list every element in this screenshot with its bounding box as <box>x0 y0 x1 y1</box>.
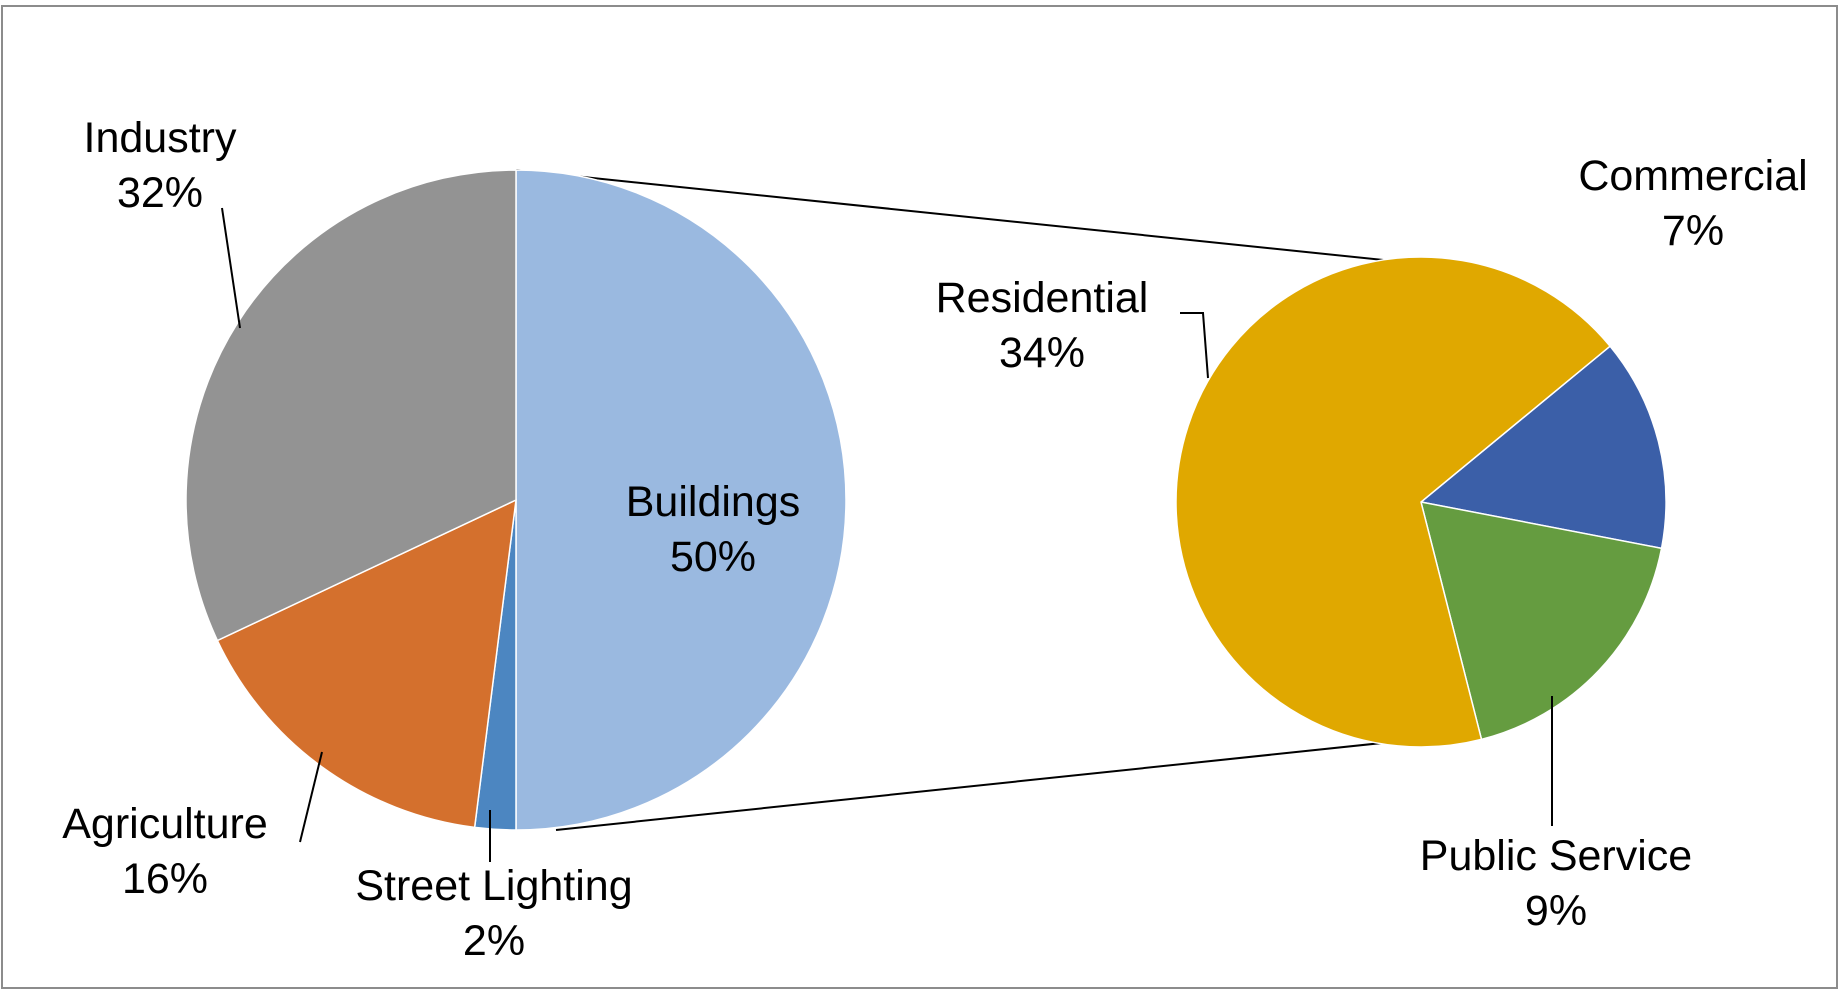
label-buildings-value: 50% <box>670 533 756 581</box>
label-buildings-name: Buildings <box>626 478 801 526</box>
breakout-pie-slice-residential <box>1175 256 1612 748</box>
label-street-lighting-name: Street Lighting <box>355 862 632 910</box>
leader-lines <box>221 207 1553 862</box>
label-agriculture-value: 16% <box>122 855 208 903</box>
connector-line-top <box>515 169 1442 267</box>
connector-line-bottom <box>555 740 1402 831</box>
leader-line-industry <box>221 207 241 329</box>
leader-line-agriculture <box>299 751 323 843</box>
label-street-lighting-value: 2% <box>463 917 525 965</box>
leader-line-residential <box>1180 312 1209 379</box>
breakout-pie-slice-commercial <box>1419 345 1667 550</box>
label-public-service-value: 9% <box>1525 887 1587 935</box>
breakout-pie <box>1175 256 1667 748</box>
label-industry-value: 32% <box>117 169 203 217</box>
main-pie <box>185 169 847 831</box>
main-pie-slice-buildings <box>515 169 847 831</box>
connector-lines <box>515 169 1442 831</box>
label-industry-name: Industry <box>84 114 237 162</box>
label-commercial-value: 7% <box>1662 207 1724 255</box>
breakout-pie-slice-public-service <box>1419 501 1663 741</box>
label-public-service-name: Public Service <box>1420 832 1692 880</box>
label-commercial-name: Commercial <box>1578 152 1807 200</box>
main-pie-slice-agriculture <box>216 498 517 829</box>
label-residential-value: 34% <box>999 329 1085 377</box>
data-labels: Industry 32% Buildings 50% Agriculture 1… <box>62 114 1807 965</box>
label-residential-name: Residential <box>936 274 1149 322</box>
main-pie-slice-industry <box>185 169 517 642</box>
label-agriculture-name: Agriculture <box>62 800 268 848</box>
